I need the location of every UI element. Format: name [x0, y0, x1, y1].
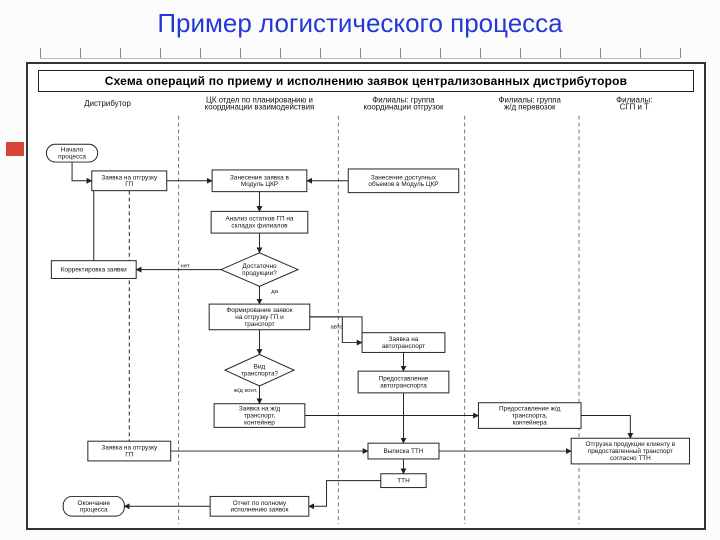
- node-d2: Заявка на отгрузкуГП: [88, 441, 171, 461]
- node-dec2: Видтранспорта?: [225, 354, 294, 386]
- node-c4: Заявка на ж/дтранспорт,контейнер: [214, 404, 305, 428]
- svg-text:Анализ остатков ГП наскладах ф: Анализ остатков ГП наскладах филиалов: [225, 216, 293, 230]
- edge-label: ж/д конт.: [234, 388, 258, 394]
- edge-label: нет: [181, 264, 190, 270]
- accent-bar: [6, 142, 24, 156]
- node-rr1: Предоставление ж/дтранспорта,контейнера: [478, 403, 581, 429]
- node-f5: ТТН: [381, 474, 426, 488]
- lane-label: Филиалы: группакоординации отгрузок: [363, 95, 444, 111]
- lane-label: ЦК отдел по планированию икоординации вз…: [205, 95, 315, 111]
- edge: [92, 181, 94, 261]
- node-end: Окончаниепроцесса: [63, 496, 124, 516]
- edge: [309, 481, 381, 507]
- lane-label: Филиалы: группаж/д перевозок: [499, 95, 562, 111]
- flowchart: Дистрибутор ЦК отдел по планированию икоо…: [28, 94, 704, 528]
- edge: [72, 162, 92, 181]
- node-sg1: Отгрузка продукции клиенту впредоставлен…: [571, 438, 689, 464]
- node-dec1: Достаточнопродукции?: [221, 253, 298, 287]
- svg-text:Началопроцесса: Началопроцесса: [58, 147, 86, 161]
- doc-title: Схема операций по приему и исполнению за…: [38, 70, 694, 92]
- edge: [581, 416, 630, 439]
- node-dcorr: Корректировка заявки: [51, 261, 136, 279]
- svg-text:Корректировка заявки: Корректировка заявки: [61, 267, 127, 274]
- lane-label: Дистрибутор: [84, 99, 131, 108]
- svg-text:Окончаниепроцесса: Окончаниепроцесса: [77, 500, 110, 514]
- lane-label: Филиалы:СГП и Т: [616, 95, 652, 111]
- svg-text:Отчет по полномуисполнению зая: Отчет по полномуисполнению заявок: [231, 500, 289, 514]
- svg-text:Достаточнопродукции?: Достаточнопродукции?: [242, 263, 277, 277]
- edge-label: да: [271, 289, 278, 295]
- svg-text:Выписка ТТН: Выписка ТТН: [384, 448, 424, 455]
- node-d1: Заявка на отгрузкуГП: [92, 171, 167, 191]
- ruler: [40, 48, 680, 59]
- node-f3: Предоставлениеавтотранспорта: [358, 371, 449, 393]
- node-c2: Анализ остатков ГП наскладах филиалов: [211, 211, 308, 233]
- node-f1: Занесение доступныхобъемов в Модуль ЦКР: [348, 169, 458, 193]
- svg-text:Занесение доступныхобъемов в М: Занесение доступныхобъемов в Модуль ЦКР: [368, 174, 438, 188]
- node-c5: Отчет по полномуисполнению заявок: [210, 496, 309, 516]
- node-f2: Заявка наавтотранспорт: [362, 333, 445, 353]
- svg-text:Предоставлениеавтотранспорта: Предоставлениеавтотранспорта: [379, 376, 429, 390]
- node-c1: Занесение заявка вМодуль ЦКР: [212, 170, 307, 192]
- document-frame: Схема операций по приему и исполнению за…: [26, 62, 706, 530]
- edge-label: авто: [330, 325, 343, 331]
- node-c3: Формирование заявокна отгрузку ГП итранс…: [209, 304, 310, 330]
- node-f4: Выписка ТТН: [368, 443, 439, 459]
- svg-text:ТТН: ТТН: [397, 478, 410, 485]
- svg-text:Заявка на ж/дтранспорт,контейн: Заявка на ж/дтранспорт,контейнер: [239, 406, 281, 427]
- node-start: Началопроцесса: [46, 144, 97, 162]
- slide-title: Пример логистического процесса: [0, 8, 720, 39]
